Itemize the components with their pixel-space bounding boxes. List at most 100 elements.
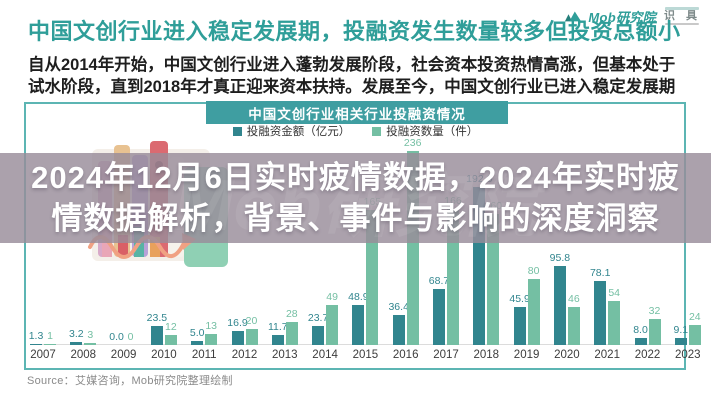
page-title: 中国文创行业进入稳定发展期，投融资发生数量较多但投资总额小 — [28, 19, 681, 44]
year-tick-2018: 2018 — [473, 349, 500, 361]
year-tick-2010: 2010 — [151, 349, 177, 361]
partner-seal-logo: 识 具 — [664, 6, 701, 26]
amount-label-2023: 9.1 — [673, 324, 689, 336]
amount-bar-2016 — [392, 315, 405, 345]
count-label-2023: 24 — [688, 311, 701, 323]
year-tick-2017: 2017 — [433, 349, 459, 361]
count-bar-2015 — [366, 210, 379, 345]
amount-bar-2010 — [150, 326, 163, 345]
legend-item-count: 投融资数量（件） — [372, 123, 478, 139]
source-note: Source：艾媒咨询，Mob研究院整理绘制 — [27, 375, 233, 387]
amount-label-2009: 0.0 — [109, 331, 124, 343]
legend-swatch-amount — [232, 126, 242, 136]
year-tick-2008: 2008 — [70, 349, 97, 361]
count-bar-2010 — [164, 335, 177, 345]
count-bar-2011 — [205, 334, 218, 345]
count-label-2009: 0 — [127, 331, 134, 343]
amount-bar-2021 — [594, 281, 607, 345]
year-tick-2023: 2023 — [675, 349, 701, 361]
amount-label-2017: 68.7 — [428, 275, 450, 287]
amount-label-2007: 1.3 — [28, 330, 44, 342]
mountain-logo-icon — [565, 11, 582, 22]
count-label-2008: 3 — [87, 329, 94, 341]
count-label-2007: 1 — [47, 330, 53, 342]
amount-bar-2019 — [513, 307, 526, 345]
amount-bar-2020 — [553, 266, 566, 345]
intro-paragraph: 自从2014年开始，中国文创行业进入蓬勃发展阶段，社会资本投资热情高涨，但基本处… — [28, 54, 690, 98]
amount-bar-2017 — [433, 289, 445, 345]
amount-label-2011: 5.0 — [189, 327, 205, 339]
count-label-2022: 32 — [648, 305, 661, 317]
year-tick-2021: 2021 — [594, 349, 620, 361]
count-bar-2012 — [245, 329, 258, 345]
year-tick-2020: 2020 — [554, 349, 580, 361]
amount-label-2019: 45.9 — [509, 293, 530, 305]
count-label-2014: 49 — [326, 291, 338, 303]
announcement-overlay-banner: Mob研究院 2024年12月6日实时疲情数据，2024年实时疲 情数据解析，背… — [0, 153, 711, 243]
year-tick-2015: 2015 — [352, 349, 379, 361]
count-bar-2021 — [608, 301, 621, 345]
count-bar-2023 — [688, 325, 701, 345]
count-bar-2014 — [326, 305, 339, 345]
overlay-title-line-1: 2024年12月6日实时疲情数据，2024年实时疲 — [31, 160, 680, 195]
amount-bar-2007 — [30, 344, 42, 345]
overlay-title-line-2: 情数据解析，背景、事件与影响的深度洞察 — [51, 201, 660, 236]
amount-bar-2022 — [634, 338, 647, 345]
amount-label-2016: 36.4 — [388, 301, 409, 313]
count-bar-2018 — [487, 214, 500, 345]
amount-label-2008: 3.2 — [68, 328, 84, 340]
amount-label-2013: 11.7 — [267, 321, 288, 333]
count-bar-2007 — [44, 344, 56, 345]
amount-bar-2023 — [674, 338, 687, 345]
seal-decoration-top — [665, 7, 700, 10]
seal-decoration-bottom — [665, 23, 700, 25]
chart-legend: 投融资金额（亿元） 投融资数量（件） — [0, 123, 711, 139]
amount-bar-2012 — [231, 331, 244, 345]
count-label-2020: 46 — [568, 293, 580, 305]
seal-text: 识 具 — [663, 10, 701, 22]
count-label-2012: 20 — [245, 315, 258, 327]
year-tick-2007: 2007 — [30, 349, 56, 361]
year-tick-2009: 2009 — [110, 349, 137, 361]
year-tick-2013: 2013 — [272, 349, 298, 361]
amount-label-2012: 16.9 — [227, 317, 248, 329]
amount-bar-2011 — [191, 341, 204, 345]
amount-label-2015: 48.9 — [348, 291, 369, 303]
amount-label-2022: 8.0 — [633, 324, 648, 336]
count-bar-2013 — [285, 322, 298, 345]
amount-label-2020: 95.8 — [549, 252, 571, 264]
amount-bar-2008 — [70, 342, 83, 345]
legend-label-count: 投融资数量（件） — [386, 126, 479, 138]
count-bar-2022 — [648, 319, 661, 345]
intro-line-2: 试水阶段，直到2018年才真正迎来资本扶持。发展至今，中国文创行业已进入稳定发展… — [28, 78, 676, 96]
year-tick-2016: 2016 — [392, 349, 419, 361]
chart-panel-header: 中国文创行业相关行业投融资情况 — [206, 101, 508, 124]
year-tick-2014: 2014 — [312, 349, 338, 361]
brand-name: Mob研究院 — [588, 9, 656, 25]
year-tick-2011: 2011 — [191, 349, 217, 361]
year-tick-2019: 2019 — [513, 349, 540, 361]
amount-bar-2013 — [271, 335, 284, 345]
brand-logo: Mob研究院 识 具 — [564, 6, 701, 26]
watermark-text: Mob研究院 — [173, 165, 538, 244]
count-bar-2008 — [84, 343, 97, 345]
count-label-2010: 12 — [165, 321, 177, 333]
legend-label-amount: 投融资金额（亿元） — [246, 126, 351, 138]
amount-bar-2015 — [352, 305, 365, 345]
intro-line-1: 自从2014年开始，中国文创行业进入蓬勃发展阶段，社会资本投资热情高涨，但基本处… — [28, 56, 676, 74]
count-label-2021: 54 — [608, 287, 621, 299]
count-label-2011: 13 — [205, 320, 218, 332]
year-tick-2012: 2012 — [231, 349, 258, 361]
amount-label-2014: 23.7 — [307, 312, 329, 324]
amount-bar-2014 — [312, 326, 325, 345]
count-label-2019: 80 — [527, 265, 540, 277]
count-bar-2020 — [567, 307, 580, 345]
year-tick-2022: 2022 — [634, 349, 661, 361]
amount-label-2021: 78.1 — [589, 267, 611, 279]
count-label-2016: 236 — [403, 137, 422, 149]
amount-label-2010: 23.5 — [146, 312, 168, 324]
legend-swatch-count — [372, 126, 382, 136]
count-bar-2019 — [527, 279, 540, 345]
